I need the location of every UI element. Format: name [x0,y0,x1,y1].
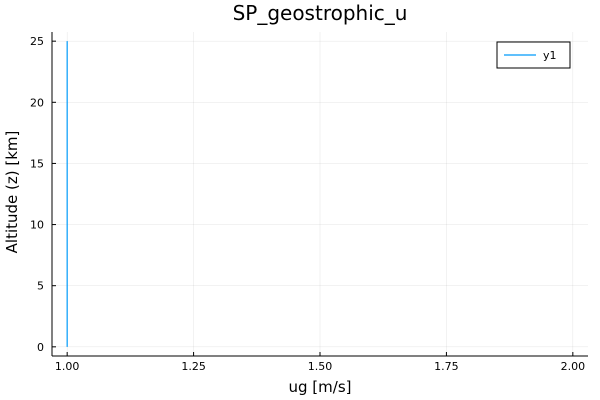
y-tick-label-5: 25 [30,35,44,48]
x-tick-label-0: 1.00 [55,360,80,373]
legend: y1 [496,41,571,69]
x-axis-label: ug [m/s] [289,378,352,396]
y-axis-label: Altitude (z) [km] [3,131,21,254]
y-tick-label-4: 20 [30,96,44,109]
y-axis-ticks: 0 5 10 15 20 25 [30,35,56,354]
x-tick-label-4: 2.00 [561,360,586,373]
x-tick-label-3: 1.75 [434,360,459,373]
x-tick-label-2: 1.50 [308,360,333,373]
x-tick-label-1: 1.25 [181,360,206,373]
legend-label-y1: y1 [543,49,557,62]
grid [52,32,588,356]
x-axis-ticks: 1.00 1.25 1.50 1.75 2.00 [55,352,585,373]
y-tick-label-1: 5 [37,280,44,293]
y-tick-label-3: 15 [30,157,44,170]
chart-title: SP_geostrophic_u [233,1,408,25]
y-tick-label-0: 0 [37,341,44,354]
y-tick-label-2: 10 [30,219,44,232]
